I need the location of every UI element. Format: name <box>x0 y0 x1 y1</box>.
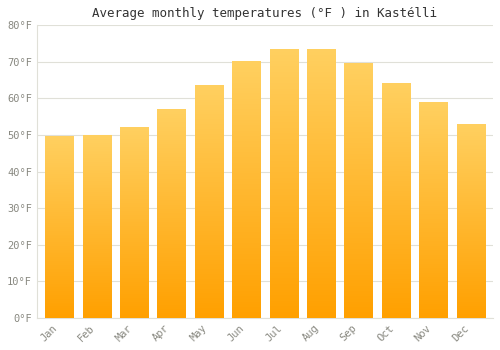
Bar <box>382 84 410 318</box>
Bar <box>45 137 74 318</box>
Title: Average monthly temperatures (°F ) in Kastélli: Average monthly temperatures (°F ) in Ka… <box>92 7 438 20</box>
Bar <box>82 135 110 318</box>
Bar <box>307 49 335 318</box>
Bar <box>232 62 260 318</box>
Bar <box>419 102 447 318</box>
Bar <box>195 86 223 318</box>
Bar <box>120 128 148 318</box>
Bar <box>344 64 372 318</box>
Bar <box>456 124 484 318</box>
Bar <box>158 110 186 318</box>
Bar <box>270 49 297 318</box>
